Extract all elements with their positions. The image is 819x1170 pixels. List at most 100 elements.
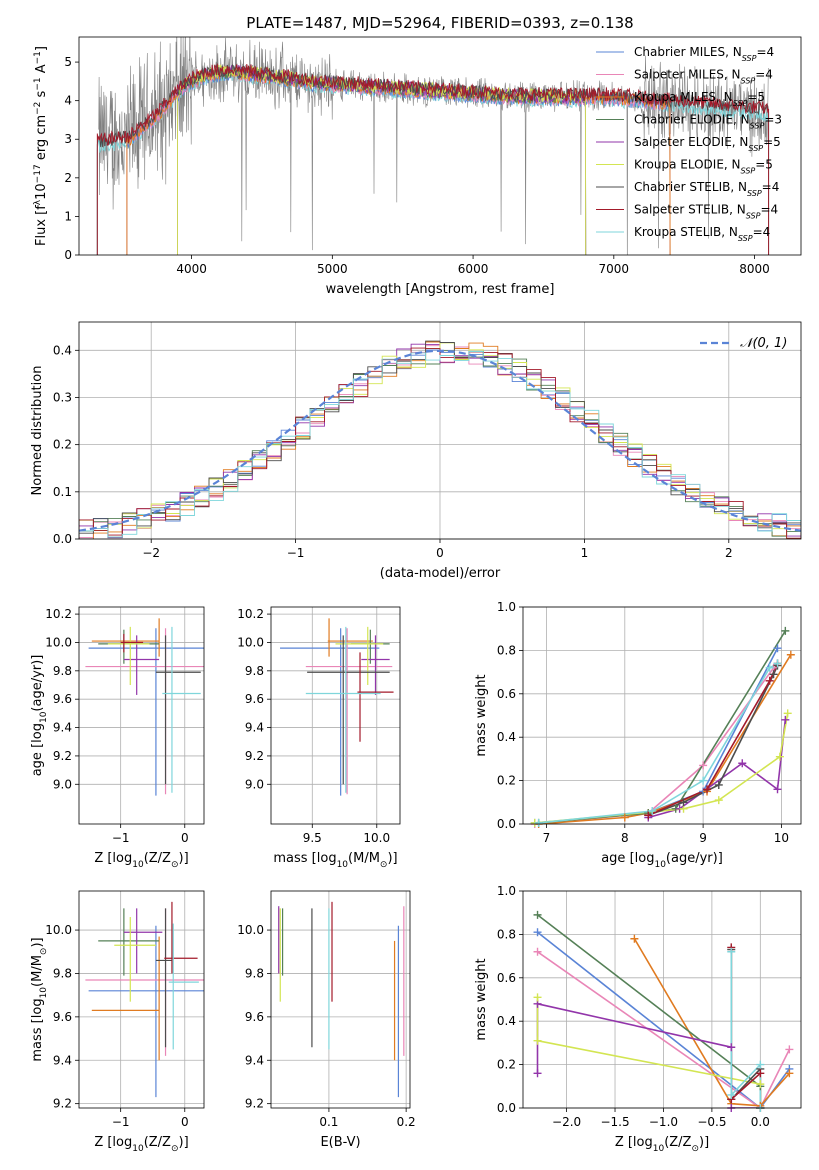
legend-sub: SSP: [750, 121, 765, 130]
y-axis-label-part: −2: [33, 102, 43, 115]
y-tick-label: 0.4: [497, 730, 516, 744]
plot-area: [280, 618, 394, 796]
y-axis-label-part: 10: [39, 987, 49, 999]
marker-salpeter_elodie: [773, 785, 782, 794]
y-tick-label: 9.4: [53, 1053, 72, 1067]
x-tick-label: −1.0: [649, 1115, 678, 1129]
x-axis-label-part: (M/M: [348, 851, 380, 866]
y-axis-label: mass weight: [474, 958, 489, 1040]
x-axis-label-part: Z [log: [615, 1135, 653, 1150]
legend-label: Kroupa MILES, N: [634, 90, 733, 104]
axes-frame: [78, 890, 205, 1109]
legend-suffix: =4: [756, 45, 774, 59]
marker-salpeter_elodie: [727, 1043, 736, 1052]
y-axis-label: Normed distribution: [30, 366, 45, 496]
legend-sub: SSP: [738, 234, 753, 243]
y-tick-label: 9.2: [53, 1097, 72, 1111]
y-tick-label: 9.2: [53, 749, 72, 763]
y-tick-label: 10.2: [45, 607, 72, 621]
plot-area: [85, 618, 204, 796]
series-line-salpeter_elodie: [648, 719, 787, 819]
marker-salpeter_miles: [533, 947, 542, 956]
x-tick-label: 9: [699, 831, 707, 845]
axes-frame: [78, 321, 802, 540]
legend-label: Kroupa STELIB, N: [634, 225, 738, 239]
y-axis-label-part: (M/M: [30, 955, 45, 987]
x-tick-label: −2.0: [552, 1115, 581, 1129]
x-tick-label: 10.0: [363, 831, 390, 845]
x-tick-label: 8: [621, 831, 629, 845]
series-line-kroupa_stelib: [538, 662, 778, 824]
y-tick-label: 0.6: [497, 687, 516, 701]
x-axis-label-part: 10: [132, 1144, 144, 1154]
legend-entry: Kroupa STELIB, NSSP=4: [634, 225, 770, 243]
y-axis-label-part: Flux [f: [34, 205, 49, 246]
legend-label: Kroupa ELODIE, N: [634, 158, 741, 172]
marker-kroupa_elodie: [783, 709, 792, 718]
legend-entry: Chabrier ELODIE, NSSP=3: [634, 113, 782, 131]
marker-salpeter_stelib: [703, 785, 712, 794]
marker-chabrier_miles: [533, 928, 542, 937]
plot-area: [85, 901, 204, 1098]
y-axis-label-part: mass [log: [30, 998, 45, 1061]
marker-chabrier_stelib: [769, 670, 778, 679]
legend-sub: SSP: [746, 211, 761, 220]
legend-suffix: =5: [763, 135, 781, 149]
marker-chabrier_miles: [773, 644, 782, 653]
y-tick-label: 0.8: [497, 643, 516, 657]
y-axis-label-part: ⊙: [39, 948, 49, 956]
y-tick-label: 0.3: [53, 390, 72, 404]
y-tick-label: 10.0: [45, 635, 72, 649]
y-axis-label-part: −1: [33, 51, 43, 64]
x-axis-label-part: Z [log: [94, 851, 132, 866]
axes-frame: [522, 890, 802, 1109]
legend-suffix: =4: [762, 180, 780, 194]
marker-salpeter_elodie: [781, 715, 790, 724]
y-axis-label-part: A: [34, 64, 49, 77]
y-axis-label-part: −1: [33, 77, 43, 90]
y-tick-label: 9.8: [245, 966, 264, 980]
x-axis-label-part: )]: [387, 851, 397, 866]
model-spectrum-chabrier_stelib: [96, 63, 770, 255]
y-tick-label: 1: [64, 209, 72, 223]
y-tick-label: 0.0: [497, 1101, 516, 1115]
plot-area: [534, 630, 792, 824]
marker-kroupa_stelib: [773, 659, 782, 668]
y-tick-label: 10.0: [237, 923, 264, 937]
series-line-chabrier_stelib: [730, 949, 762, 1108]
y-tick-label: 1.0: [497, 884, 516, 898]
y-tick-label: 9.4: [245, 1053, 264, 1067]
axes-frame: [270, 890, 411, 1109]
marker-salpeter_stelib: [756, 1069, 765, 1078]
axes-frame: [78, 606, 205, 825]
axes-mass-vs-EBV: 0.1 0.2 9.2 9.4 9.6 9.8 10.0 E(B-V): [237, 890, 416, 1150]
y-tick-label: 0.0: [497, 817, 516, 831]
x-tick-label: −1.5: [600, 1115, 629, 1129]
marker-kroupa_stelib: [699, 776, 708, 785]
legend-label: 𝒩(0, 1): [740, 336, 787, 351]
y-tick-label: 9.6: [53, 1010, 72, 1024]
y-axis-label-part: λ: [33, 199, 43, 205]
x-axis-label-part: ⊙: [380, 860, 388, 870]
y-axis-label: age [log10(age/yr)]: [30, 655, 49, 777]
legend-entry: Kroupa MILES, NSSP=5: [634, 90, 765, 108]
x-axis-label-part: Z [log: [94, 1135, 132, 1150]
legend-suffix: =4: [755, 68, 773, 82]
y-axis-label-part: 10: [39, 711, 49, 723]
legend-entry: Chabrier MILES, NSSP=4: [634, 45, 774, 63]
marker-kroupa_miles: [630, 934, 639, 943]
marker-kroupa_stelib: [534, 818, 543, 827]
x-axis-label-part: )]: [699, 1135, 709, 1150]
marker-kroupa_stelib: [756, 1060, 765, 1069]
axes-spectrum: 4000 5000 6000 7000 8000 0 1 2 3 4 5 wavelength [An…: [33, 14, 802, 297]
x-tick-label: 4000: [176, 262, 207, 276]
plot-area: [278, 901, 405, 1098]
x-tick-label: −1: [287, 546, 305, 560]
legend-label: Chabrier MILES, N: [634, 45, 742, 59]
x-tick-label: 6000: [458, 262, 489, 276]
y-tick-label: 0.2: [497, 774, 516, 788]
x-tick-label: 0: [436, 546, 444, 560]
marker-kroupa_elodie: [714, 796, 723, 805]
x-axis-label: age [log10(age/yr)]: [601, 851, 723, 870]
